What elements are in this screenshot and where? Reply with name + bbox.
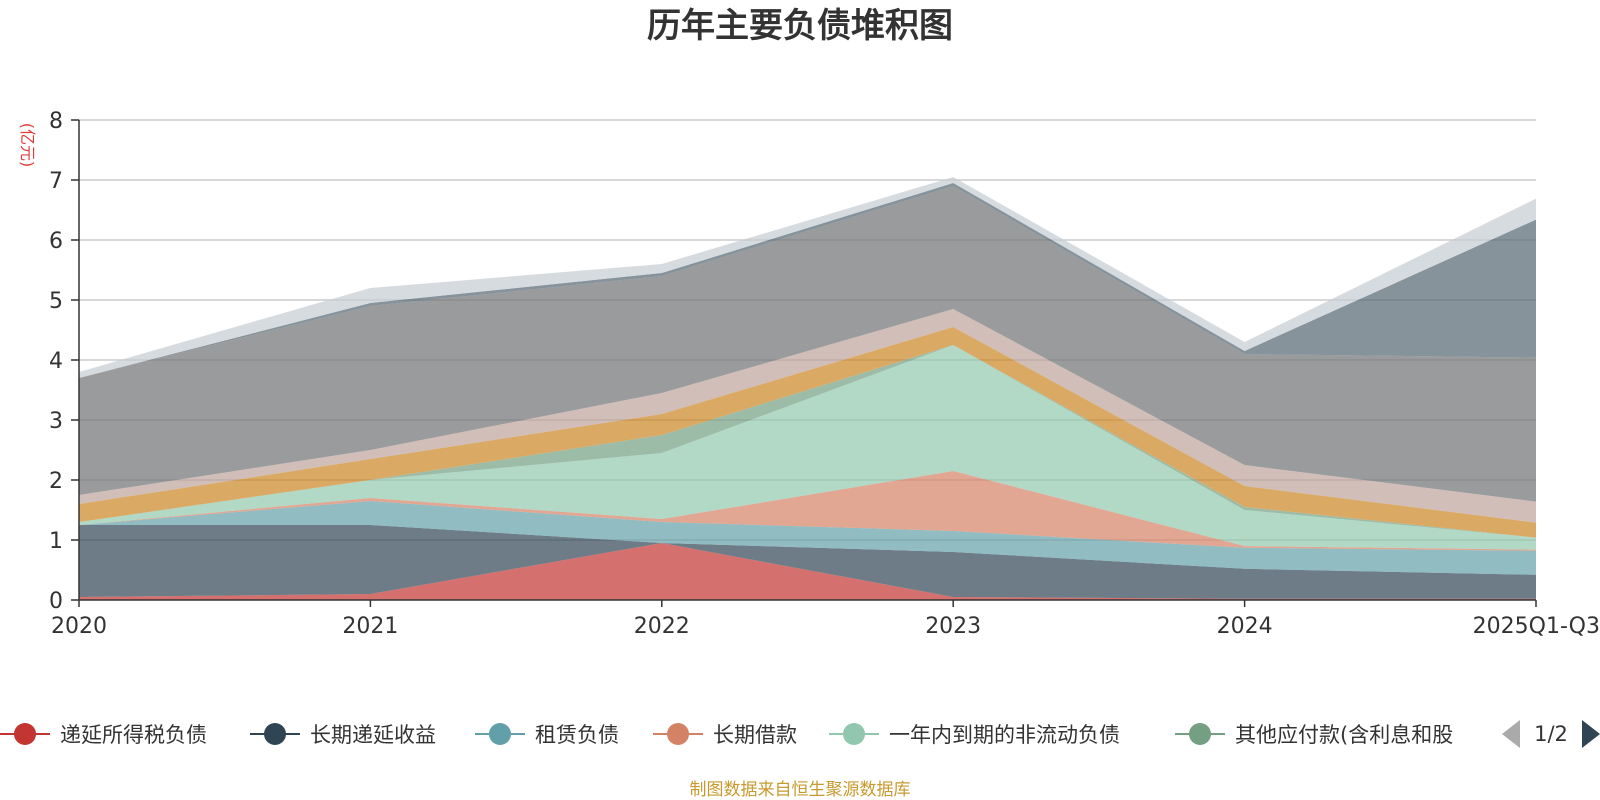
area-series-8 (79, 309, 1536, 523)
y-axis-tick-labels: 0 1 2 3 4 5 6 7 8 (49, 109, 63, 614)
legend-item[interactable]: 长期借款 (653, 723, 797, 747)
legend-label: 租赁负债 (535, 723, 619, 747)
legend-pager: 1/2 (1502, 720, 1600, 748)
x-tick-label: 2022 (634, 614, 690, 639)
y-tick-label: 8 (49, 109, 63, 134)
y-tick-label: 4 (49, 349, 63, 374)
y-tick-label: 5 (49, 289, 63, 314)
legend-item[interactable]: 其他应付款(含利息和股 (1175, 723, 1453, 747)
legend-item[interactable]: 一年内到期的非流动负债 (829, 723, 1120, 747)
legend-label: 其他应付款(含利息和股 (1235, 723, 1453, 747)
y-tick-label: 2 (49, 469, 63, 494)
legend-page-indicator: 1/2 (1534, 722, 1568, 746)
legend-prev-page-icon[interactable] (1502, 720, 1520, 748)
legend-next-page-icon[interactable] (1582, 720, 1600, 748)
legend-marker-icon (264, 723, 286, 745)
y-tick-label: 0 (49, 589, 63, 614)
legend-marker-icon (843, 723, 865, 745)
x-tick-label: 2021 (342, 614, 398, 639)
legend-item[interactable]: 长期递延收益 (250, 723, 436, 747)
data-source-note: 制图数据来自恒生聚源数据库 (690, 780, 911, 800)
area-series-2 (79, 525, 1536, 599)
area-series-3 (79, 501, 1536, 575)
area-series-4 (79, 471, 1536, 551)
legend-label: 一年内到期的非流动负债 (889, 723, 1120, 747)
y-axis-unit-label: (亿元) (18, 123, 37, 168)
legend-marker-icon (667, 723, 689, 745)
legend-marker-icon (14, 723, 36, 745)
area-series-9 (79, 186, 1536, 502)
y-tick-label: 7 (49, 169, 63, 194)
legend-item[interactable]: 递延所得税负债 (0, 723, 207, 747)
y-tick-label: 3 (49, 409, 63, 434)
legend-item[interactable]: 租赁负债 (475, 723, 619, 747)
x-tick-label: 2020 (51, 614, 107, 639)
area-series-1 (79, 543, 1536, 600)
area-series-5 (79, 345, 1536, 550)
x-tick-label: 2025Q1-Q3 (1473, 614, 1600, 639)
x-axis-tick-labels: 2020 2021 2022 2023 2024 2025Q1-Q3 (51, 614, 1600, 639)
legend-marker-icon (1189, 723, 1211, 745)
chart-title: 历年主要负债堆积图 (647, 6, 953, 46)
x-tick-label: 2023 (925, 614, 981, 639)
y-tick-label: 1 (49, 529, 63, 554)
axes (71, 119, 1537, 607)
legend-label: 递延所得税负债 (60, 723, 207, 747)
x-tick-label: 2024 (1217, 614, 1273, 639)
legend: 递延所得税负债 长期递延收益 租赁负债 长期借款 一年内到期的非流动负债 其他应付款(含利… (0, 723, 1453, 747)
legend-marker-icon (489, 723, 511, 745)
area-series-7 (79, 327, 1536, 538)
legend-label: 长期借款 (713, 723, 797, 747)
y-tick-label: 6 (49, 229, 63, 254)
legend-label: 长期递延收益 (310, 723, 436, 747)
area-series (79, 177, 1536, 600)
